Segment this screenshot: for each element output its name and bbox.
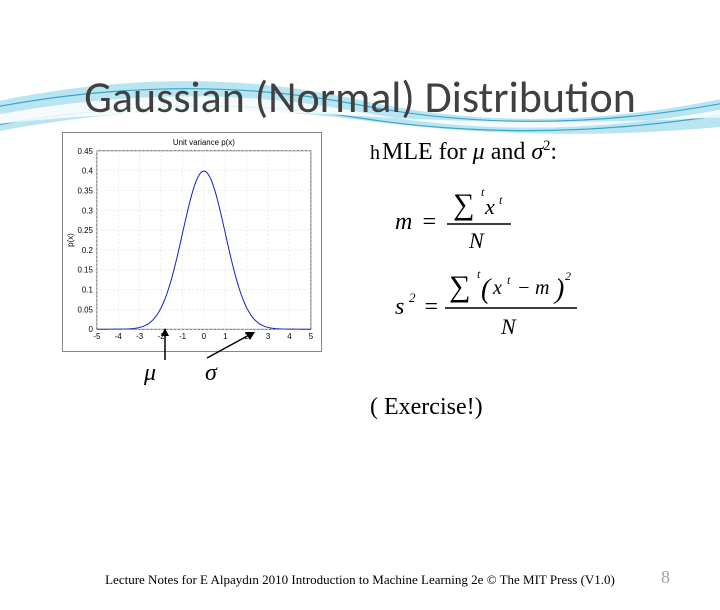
svg-text:t: t — [499, 193, 503, 207]
svg-text:0.35: 0.35 — [78, 186, 94, 195]
mu-symbol: μ — [144, 360, 156, 386]
svg-text:t: t — [507, 273, 511, 287]
mu-arrow-icon — [158, 328, 172, 362]
svg-text:0.15: 0.15 — [78, 266, 94, 275]
svg-text:-3: -3 — [136, 332, 144, 341]
sigma-arrow-icon — [201, 328, 261, 362]
svg-text:4: 4 — [287, 332, 292, 341]
svg-text:m: m — [535, 277, 549, 299]
gaussian-chart: -5-4-3-2-101234500.050.10.150.20.250.30.… — [62, 132, 322, 352]
svg-text:Unit variance p(x): Unit variance p(x) — [173, 138, 235, 147]
exercise-text: ( Exercise!) — [370, 394, 483, 421]
mle-bullet: h MLE for μ and σ2: — [370, 138, 557, 166]
svg-text:∑: ∑ — [449, 270, 470, 303]
bullet-icon: h — [370, 142, 380, 165]
svg-text:x: x — [492, 277, 502, 299]
svg-text:3: 3 — [266, 332, 271, 341]
svg-text:2: 2 — [409, 290, 416, 305]
page-number: 8 — [661, 567, 670, 588]
svg-text:s: s — [395, 294, 404, 320]
bullet-text: MLE for μ and σ2: — [382, 138, 557, 166]
sigma-label: σ — [205, 360, 217, 387]
svg-text:0.45: 0.45 — [78, 147, 94, 156]
body-area: -5-4-3-2-101234500.050.10.150.20.250.30.… — [0, 124, 720, 484]
svg-text:x: x — [484, 194, 495, 219]
svg-text:-4: -4 — [115, 332, 123, 341]
svg-text:N: N — [468, 228, 485, 253]
svg-text:0.4: 0.4 — [82, 167, 94, 176]
svg-text:-5: -5 — [93, 332, 101, 341]
svg-text:∑: ∑ — [453, 188, 474, 221]
svg-text:5: 5 — [309, 332, 314, 341]
formula-variance: s 2 = ∑ t ( x t − m ) 2 N — [395, 264, 615, 354]
sigma-symbol: σ — [205, 360, 217, 386]
svg-text:): ) — [553, 274, 564, 305]
svg-text:=: = — [421, 209, 437, 235]
svg-text:0: 0 — [89, 325, 94, 334]
svg-text:N: N — [500, 314, 517, 339]
svg-text:0.05: 0.05 — [78, 305, 94, 314]
svg-text:p(x): p(x) — [66, 233, 75, 247]
svg-text:0.25: 0.25 — [78, 226, 94, 235]
formula-mean: m = ∑ t x t N — [395, 184, 575, 264]
svg-text:=: = — [423, 294, 439, 320]
svg-text:(: ( — [481, 274, 492, 305]
svg-text:0.3: 0.3 — [82, 206, 94, 215]
footer-text: Lecture Notes for E Alpaydın 2010 Introd… — [0, 572, 720, 588]
svg-text:2: 2 — [565, 269, 571, 283]
mu-label: μ — [144, 360, 156, 387]
formula-block: m = ∑ t x t N s 2 = ∑ t ( — [395, 184, 625, 354]
slide-title: Gaussian (Normal) Distribution — [0, 70, 720, 124]
svg-text:−: − — [517, 277, 531, 299]
svg-text:m: m — [395, 209, 412, 235]
svg-text:0.1: 0.1 — [82, 286, 94, 295]
svg-text:-1: -1 — [179, 332, 187, 341]
svg-text:0.2: 0.2 — [82, 246, 93, 255]
